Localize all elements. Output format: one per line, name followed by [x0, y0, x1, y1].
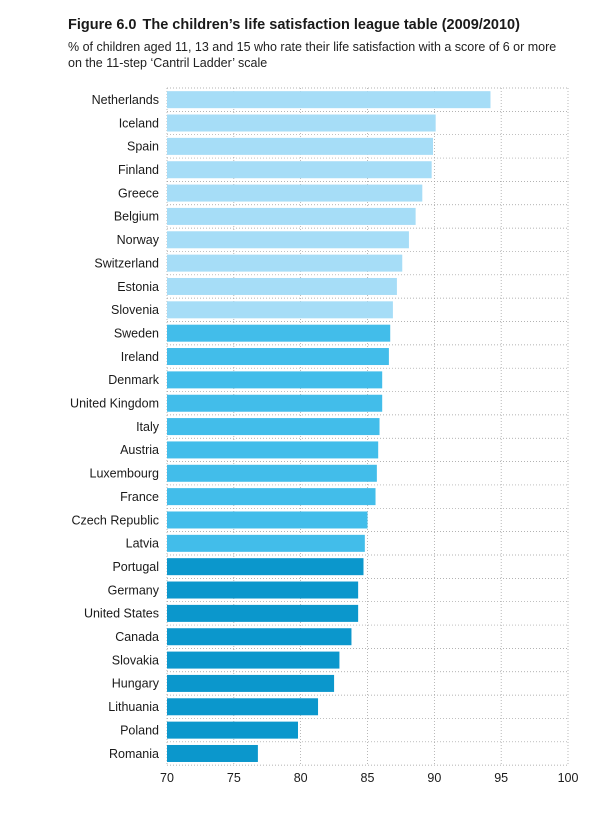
category-label: Germany	[108, 583, 160, 597]
bar-iceland	[167, 114, 436, 132]
category-label: Romania	[109, 747, 159, 761]
bar-italy	[167, 418, 380, 436]
bar-slovenia	[167, 301, 393, 319]
bar-netherlands	[167, 91, 491, 109]
bar-france	[167, 488, 376, 506]
category-label: Lithuania	[108, 700, 159, 714]
category-label: Hungary	[112, 677, 160, 691]
bar-czech-republic	[167, 511, 368, 529]
category-label: Iceland	[119, 116, 159, 130]
bar-poland	[167, 721, 298, 739]
bar-switzerland	[167, 254, 403, 272]
category-label: Slovenia	[111, 303, 159, 317]
x-tick-label: 90	[427, 771, 441, 785]
category-label: Poland	[120, 723, 159, 737]
bar-finland	[167, 161, 432, 179]
category-label: Slovakia	[112, 653, 159, 667]
x-tick-label: 75	[227, 771, 241, 785]
bar-united-kingdom	[167, 394, 383, 412]
bar-denmark	[167, 371, 383, 389]
bar-canada	[167, 628, 352, 646]
category-label: Latvia	[126, 537, 159, 551]
category-label: Belgium	[114, 210, 159, 224]
bar-austria	[167, 441, 379, 459]
category-label: Luxembourg	[90, 467, 160, 481]
bar-estonia	[167, 277, 397, 295]
bar-romania	[167, 744, 258, 762]
category-label: United States	[84, 607, 159, 621]
category-label: Greece	[118, 186, 159, 200]
x-tick-label: 80	[294, 771, 308, 785]
bar-lithuania	[167, 698, 319, 716]
category-label: Spain	[127, 140, 159, 154]
category-label: France	[120, 490, 159, 504]
x-axis-ticks: 70 75 80 85 90 95 100	[160, 771, 578, 785]
bar-sweden	[167, 324, 391, 342]
x-tick-label: 95	[494, 771, 508, 785]
bar-portugal	[167, 558, 364, 576]
category-label: Netherlands	[92, 93, 159, 107]
category-label: Canada	[115, 630, 159, 644]
bar-belgium	[167, 207, 416, 225]
category-label: Ireland	[121, 350, 159, 364]
figure-subtitle: % of children aged 11, 13 and 15 who rat…	[68, 40, 557, 70]
category-label: Italy	[136, 420, 160, 434]
category-label: Sweden	[114, 326, 159, 340]
bar-luxembourg	[167, 464, 377, 482]
x-tick-label: 100	[558, 771, 579, 785]
x-tick-label: 70	[160, 771, 174, 785]
figure-title-text: The children’s life satisfaction league …	[142, 17, 520, 33]
bar-greece	[167, 184, 423, 202]
category-label: United Kingdom	[70, 397, 159, 411]
bars	[167, 91, 491, 762]
category-label: Denmark	[108, 373, 159, 387]
figure-title: Figure 6.0 The children’s life satisfacti…	[68, 17, 520, 33]
x-tick-label: 85	[361, 771, 375, 785]
category-label: Norway	[117, 233, 160, 247]
bar-norway	[167, 231, 409, 249]
bar-latvia	[167, 534, 365, 552]
category-label: Estonia	[117, 280, 159, 294]
category-label: Switzerland	[94, 256, 159, 270]
category-labels: Netherlands Iceland Spain Finland Greece Belg…	[70, 93, 160, 761]
bar-spain	[167, 137, 433, 155]
category-label: Finland	[118, 163, 159, 177]
category-label: Czech Republic	[71, 513, 159, 527]
bar-hungary	[167, 674, 335, 692]
bar-united-states	[167, 604, 359, 622]
bar-slovakia	[167, 651, 340, 669]
bar-germany	[167, 581, 359, 599]
category-label: Portugal	[112, 560, 159, 574]
bar-ireland	[167, 348, 389, 366]
figure-number: Figure 6.0	[68, 17, 137, 33]
category-label: Austria	[120, 443, 159, 457]
